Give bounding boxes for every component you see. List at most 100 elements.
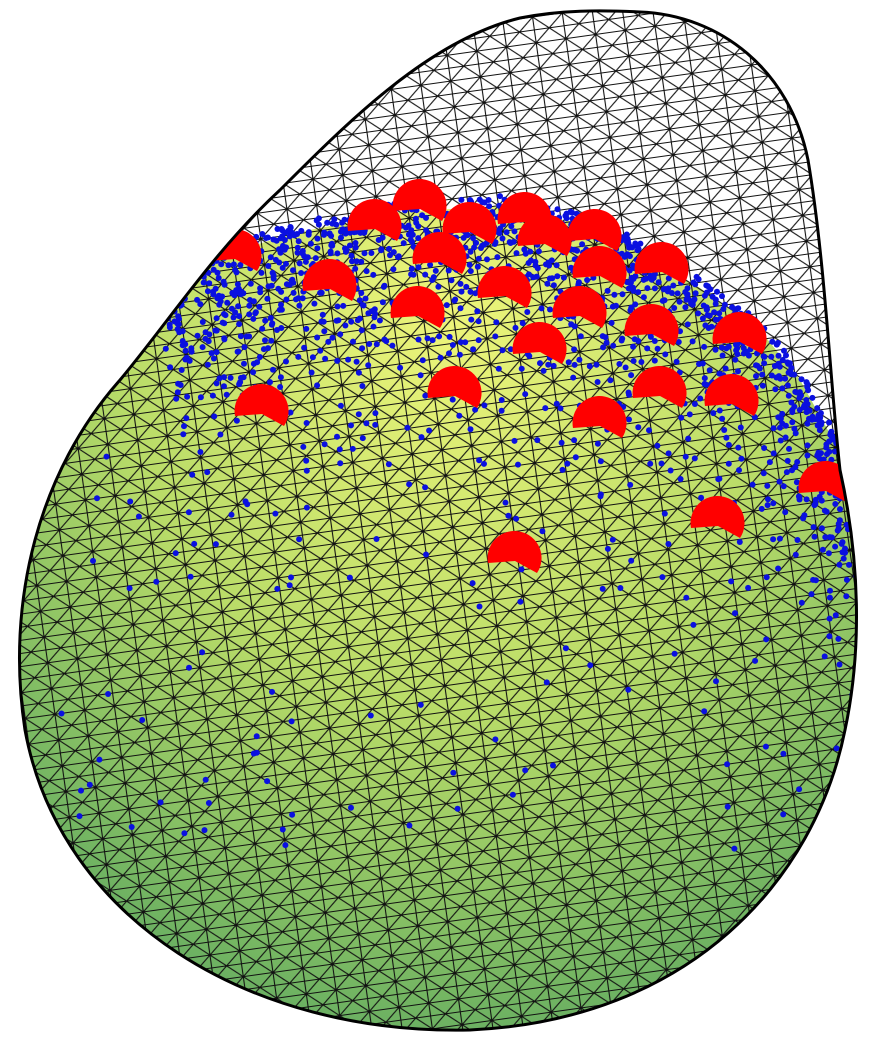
blue-point [172, 291, 178, 297]
blue-point [270, 237, 276, 243]
blue-point [794, 459, 800, 465]
blue-point [514, 250, 520, 256]
blue-point [358, 290, 364, 296]
blue-point [231, 315, 237, 321]
blue-point [321, 328, 327, 334]
surface [0, 0, 869, 1043]
blue-point [436, 333, 442, 339]
blue-point [738, 456, 744, 462]
blue-point [522, 767, 528, 773]
blue-point [692, 401, 698, 407]
blue-point [684, 297, 690, 303]
blue-point [836, 562, 842, 568]
blue-point [303, 458, 309, 464]
blue-point [813, 577, 819, 583]
blue-point [175, 321, 181, 327]
blue-point [409, 239, 415, 245]
blue-point [499, 397, 505, 403]
blue-point [289, 812, 295, 818]
blue-point [277, 384, 283, 390]
blue-point [764, 483, 770, 489]
blue-point [221, 383, 227, 389]
blue-point [335, 317, 341, 323]
blue-point [241, 361, 247, 367]
blue-point [635, 289, 641, 295]
blue-point [380, 299, 386, 305]
blue-point [278, 302, 284, 308]
blue-point [625, 236, 631, 242]
blue-point [304, 505, 310, 511]
blue-point [725, 804, 731, 810]
blue-point [257, 354, 263, 360]
blue-point [843, 463, 849, 469]
blue-point [782, 509, 788, 515]
blue-point [647, 461, 653, 467]
blue-point [523, 251, 529, 257]
blue-point [250, 369, 256, 375]
blue-point [349, 253, 355, 259]
blue-point [609, 320, 615, 326]
blue-point [467, 262, 473, 268]
blue-point [197, 449, 203, 455]
blue-point [713, 297, 719, 303]
blue-point [139, 717, 145, 723]
blue-point [283, 261, 289, 267]
blue-point [206, 331, 212, 337]
blue-point [817, 427, 823, 433]
blue-point [786, 446, 792, 452]
blue-point [247, 297, 253, 303]
blue-point [337, 460, 343, 466]
blue-point [659, 574, 665, 580]
blue-point [433, 268, 439, 274]
blue-point [770, 536, 776, 542]
blue-point [271, 276, 277, 282]
blue-point [410, 232, 416, 238]
blue-point [221, 279, 227, 285]
blue-point [844, 477, 850, 483]
blue-point [500, 347, 506, 353]
blue-point [564, 461, 570, 467]
blue-point [188, 574, 194, 580]
blue-point [644, 285, 650, 291]
blue-point [785, 382, 791, 388]
blue-point [251, 751, 257, 757]
blue-point [180, 431, 186, 437]
blue-point [366, 341, 372, 347]
blue-point [551, 282, 557, 288]
blue-point [409, 266, 415, 272]
blue-point [735, 445, 741, 451]
blue-point [320, 312, 326, 318]
blue-point [246, 311, 252, 317]
blue-point [226, 262, 232, 268]
blue-point [812, 534, 818, 540]
blue-point [827, 588, 833, 594]
blue-point [172, 261, 178, 267]
blue-point [771, 450, 777, 456]
blue-point [842, 546, 848, 552]
blue-point [620, 291, 626, 297]
blue-point [418, 372, 424, 378]
blue-point [127, 499, 133, 505]
blue-point [568, 209, 574, 215]
blue-point [243, 498, 249, 504]
blue-point [78, 788, 84, 794]
blue-point [707, 313, 713, 319]
blue-point [827, 616, 833, 622]
blue-point [519, 566, 525, 572]
blue-point [610, 343, 616, 349]
blue-point [246, 303, 252, 309]
blue-point [587, 363, 593, 369]
blue-point [654, 443, 660, 449]
blue-point [780, 751, 786, 757]
blue-point [707, 367, 713, 373]
blue-point [662, 511, 668, 517]
blue-point [804, 379, 810, 385]
blue-point [401, 240, 407, 246]
blue-point [348, 319, 354, 325]
blue-point [765, 496, 771, 502]
blue-point [308, 241, 314, 247]
blue-point [296, 238, 302, 244]
blue-point [539, 305, 545, 311]
blue-point [701, 708, 707, 714]
blue-point [563, 645, 569, 651]
